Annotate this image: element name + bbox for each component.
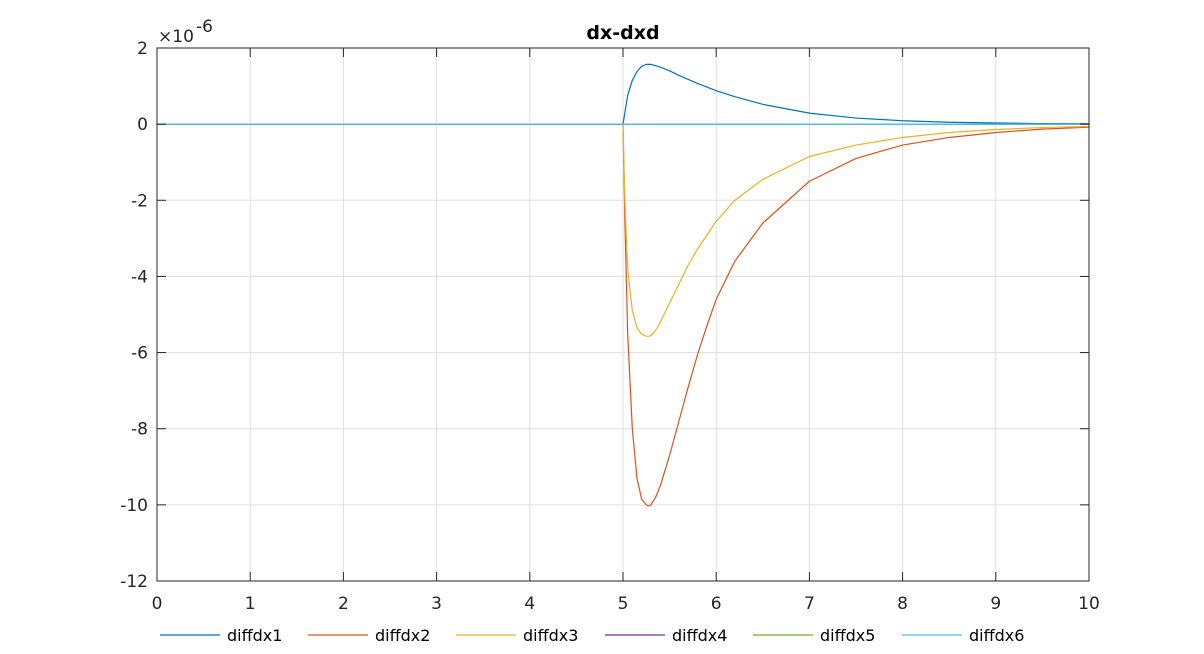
- x-tick-label: 5: [618, 594, 629, 614]
- legend-label-diffdx4: diffdx4: [672, 626, 727, 645]
- x-tick-label: 9: [990, 594, 1001, 614]
- x-tick-label: 2: [338, 594, 349, 614]
- y-tick-label: -2: [131, 191, 148, 211]
- y-tick-label: 0: [137, 115, 148, 135]
- legend-label-diffdx3: diffdx3: [523, 626, 578, 645]
- y-tick-label: 2: [137, 39, 148, 59]
- y-axis-multiplier-base: ×10: [158, 27, 194, 47]
- legend-label-diffdx1: diffdx1: [227, 626, 282, 645]
- y-tick-label: -8: [131, 420, 148, 440]
- x-tick-label: 4: [524, 594, 535, 614]
- x-tick-label: 7: [804, 594, 815, 614]
- times-sign: ×: [158, 27, 172, 47]
- series-lines: [157, 63, 1090, 507]
- legend-label-diffdx6: diffdx6: [969, 626, 1024, 645]
- multiplier-base: 10: [172, 27, 194, 47]
- x-tick-labels: 0 1 2 3 4 5 6 7 8 9 10: [152, 594, 1100, 614]
- y-tick-label: -12: [120, 572, 148, 592]
- y-tick-label: -6: [131, 344, 148, 364]
- legend: diffdx1 diffdx2 diffdx3 diffdx4 diffdx5 diffd…: [160, 626, 1024, 645]
- x-tick-label: 8: [897, 594, 908, 614]
- x-tick-label: 3: [431, 594, 442, 614]
- x-tick-label: 0: [152, 594, 163, 614]
- legend-label-diffdx5: diffdx5: [820, 626, 875, 645]
- series-line-diffdx1: [157, 63, 1090, 125]
- legend-label-diffdx2: diffdx2: [375, 626, 430, 645]
- series-line-diffdx3: [157, 123, 1090, 337]
- y-tick-label: -10: [120, 496, 148, 516]
- y-tick-label: -4: [131, 267, 148, 287]
- x-tick-label: 10: [1078, 594, 1100, 614]
- axis-ticks: [156, 47, 1090, 582]
- x-tick-label: 1: [245, 594, 256, 614]
- series-line-diffdx2: [157, 123, 1090, 507]
- y-tick-labels: 2 0 -2 -4 -6 -8 -10 -12: [120, 39, 148, 592]
- y-axis-multiplier-exponent: -6: [196, 17, 213, 37]
- chart-title: dx-dxd: [586, 22, 659, 44]
- x-tick-label: 6: [711, 594, 722, 614]
